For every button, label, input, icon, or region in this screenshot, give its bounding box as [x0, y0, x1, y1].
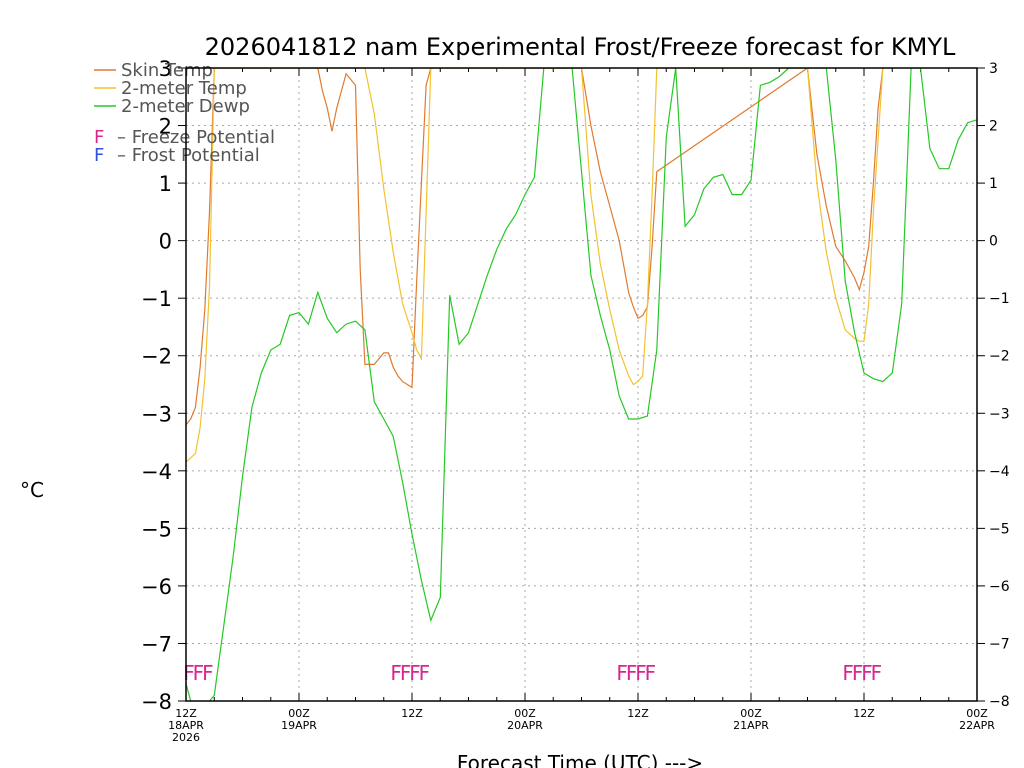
x-tick-label: 00Z	[288, 707, 310, 720]
freeze-marker: F	[183, 661, 195, 685]
x-tick-label: 12Z	[401, 707, 423, 720]
plot-frame	[185, 67, 978, 702]
y-tick-label-right: 2	[989, 119, 998, 135]
x-tick-label: 12Z	[627, 707, 649, 720]
y-tick-label-right: 1	[989, 176, 998, 192]
x-tick-label: 12Z	[853, 707, 875, 720]
y-tick-label-left: −6	[141, 575, 172, 599]
y-tick-label-left: −7	[141, 632, 172, 656]
x-tick-label: 00Z	[740, 707, 762, 720]
x-tick-label: 18APR	[168, 719, 204, 732]
y-tick-label-right: 0	[989, 234, 998, 250]
freeze-marker: F	[645, 661, 657, 685]
freeze-marker: F	[626, 661, 638, 685]
x-tick-label: 12Z	[175, 707, 197, 720]
data-series	[186, 68, 977, 701]
y-tick-label-left: 3	[159, 57, 172, 81]
x-tick-label: 00Z	[514, 707, 536, 720]
y-axis-label: °C	[20, 478, 44, 502]
freeze-marker: F	[390, 661, 402, 685]
y-tick-label-right: −2	[989, 349, 1010, 365]
x-axis-label: Forecast Time (UTC) --->	[457, 751, 703, 768]
potential-key-label: – Freeze Potential	[117, 127, 275, 148]
legend-label: Skin Temp	[121, 60, 213, 81]
y-tick-label-right: −7	[989, 636, 1010, 652]
y-tick-label-left: −3	[141, 402, 172, 426]
freeze-marker: F	[419, 661, 431, 685]
y-tick-label-right: −8	[989, 694, 1010, 710]
y-tick-label-right: −6	[989, 579, 1010, 595]
x-tick-label: 22APR	[959, 719, 995, 732]
potential-key-symbol: F	[94, 145, 104, 166]
x-tick-label: 00Z	[966, 707, 988, 720]
y-tick-label-left: 1	[159, 172, 172, 196]
series-line-2-meter-dewp	[186, 68, 977, 701]
freeze-marker: F	[616, 661, 628, 685]
series-line-2-meter-temp	[186, 68, 884, 463]
axis-ticks: 3 3 2 2 1 1 0 0 −1 −1 −2 −2 −3 −3 −4 −4 −5 −5 −6 −6 −7 −7 −8 −8…	[141, 57, 1010, 744]
freeze-marker: F	[409, 661, 421, 685]
freeze-marker: F	[635, 661, 647, 685]
chart-title: 2026041812 nam Experimental Frost/Freeze…	[205, 33, 956, 61]
y-tick-label-left: 2	[159, 115, 172, 139]
series-line-skin-temp	[186, 68, 884, 426]
x-tick-label: 20APR	[507, 719, 543, 732]
freeze-marker: F	[861, 661, 873, 685]
freeze-marker: F	[202, 661, 214, 685]
y-tick-label-right: −3	[989, 406, 1010, 422]
freeze-marker: F	[193, 661, 205, 685]
y-tick-label-left: −4	[141, 460, 172, 484]
x-tick-label: 2026	[172, 731, 200, 744]
freeze-marker: F	[400, 661, 412, 685]
y-tick-label-left: 0	[159, 230, 172, 254]
y-tick-label-left: −8	[141, 690, 172, 714]
y-tick-label-left: −2	[141, 345, 172, 369]
potential-key-label: – Frost Potential	[117, 145, 260, 166]
freeze-marker: F	[842, 661, 854, 685]
freeze-marker: F	[871, 661, 883, 685]
y-tick-label-left: −1	[141, 287, 172, 311]
y-tick-label-right: −4	[989, 464, 1010, 480]
y-tick-label-right: 3	[989, 61, 998, 77]
y-tick-label-right: −1	[989, 291, 1010, 307]
x-tick-label: 21APR	[733, 719, 769, 732]
potential-key-symbol: F	[94, 127, 104, 148]
legend-label: 2-meter Temp	[121, 78, 247, 99]
y-tick-label-left: −5	[141, 517, 172, 541]
x-tick-label: 19APR	[281, 719, 317, 732]
y-tick-label-right: −5	[989, 521, 1010, 537]
freeze-marker: F	[852, 661, 864, 685]
